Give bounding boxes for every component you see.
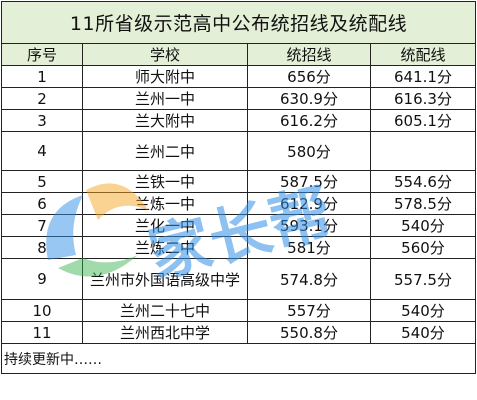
table-row: 8 兰炼二中 581分 560分 [1,236,476,259]
table-title: 11所省级示范高中公布统招线及统配线 [1,1,476,44]
row-no: 9 [1,258,83,300]
row-school: 师大附中 [82,65,248,88]
row-tongzhao: 630.9分 [247,87,371,110]
header-tongzhao: 统招线 [247,43,371,66]
row-tongpei: 578.5分 [370,192,476,215]
row-school: 兰炼二中 [82,236,248,259]
row-tongzhao: 612.9分 [247,192,371,215]
row-school: 兰州市外国语高级中学 [82,258,248,300]
header-no: 序号 [1,43,83,66]
row-tongzhao: 593.1分 [247,214,371,237]
row-tongpei: 560分 [370,236,476,259]
row-tongzhao: 581分 [247,236,371,259]
row-tongpei: 605.1分 [370,109,476,132]
row-no: 10 [1,299,83,322]
row-tongpei: 641.1分 [370,65,476,88]
row-school: 兰炼一中 [82,192,248,215]
row-school: 兰大附中 [82,109,248,132]
row-no: 11 [1,321,83,344]
table-row: 10 兰州二十七中 557分 540分 [1,299,476,322]
row-tongpei: 540分 [370,299,476,322]
row-tongzhao: 574.8分 [247,258,371,300]
header-school: 学校 [82,43,248,66]
table-row: 3 兰大附中 616.2分 605.1分 [1,109,476,132]
row-tongpei: 540分 [370,214,476,237]
row-school: 兰州西北中学 [82,321,248,344]
row-tongpei: 557.5分 [370,258,476,300]
row-tongzhao: 580分 [247,131,371,171]
row-no: 8 [1,236,83,259]
row-no: 4 [1,131,83,171]
row-tongzhao: 656分 [247,65,371,88]
row-school: 兰州二中 [82,131,248,171]
row-no: 6 [1,192,83,215]
table-row: 5 兰铁一中 587.5分 554.6分 [1,170,476,193]
row-no: 5 [1,170,83,193]
footer-note: 持续更新中…… [1,343,476,374]
table-row: 6 兰炼一中 612.9分 578.5分 [1,192,476,215]
row-no: 1 [1,65,83,88]
row-school: 兰铁一中 [82,170,248,193]
table-row: 1 师大附中 656分 641.1分 [1,65,476,88]
table-row: 7 兰化一中 593.1分 540分 [1,214,476,237]
row-tongzhao: 557分 [247,299,371,322]
table-row: 2 兰州一中 630.9分 616.3分 [1,87,476,110]
row-no: 3 [1,109,83,132]
row-school: 兰州一中 [82,87,248,110]
row-tongzhao: 616.2分 [247,109,371,132]
row-tongpei [370,131,476,171]
row-tongpei: 554.6分 [370,170,476,193]
header-tongpei: 统配线 [370,43,476,66]
row-no: 7 [1,214,83,237]
score-table: 11所省级示范高中公布统招线及统配线 序号 学校 统招线 统配线 1 师大附中 … [1,1,476,374]
table-row: 11 兰州西北中学 550.8分 540分 [1,321,476,344]
row-no: 2 [1,87,83,110]
row-school: 兰州二十七中 [82,299,248,322]
row-school: 兰化一中 [82,214,248,237]
row-tongpei: 540分 [370,321,476,344]
row-tongzhao: 587.5分 [247,170,371,193]
table-row: 9 兰州市外国语高级中学 574.8分 557.5分 [1,258,476,300]
row-tongpei: 616.3分 [370,87,476,110]
header-row: 序号 学校 统招线 统配线 [1,43,476,66]
table-row: 4 兰州二中 580分 [1,131,476,171]
row-tongzhao: 550.8分 [247,321,371,344]
